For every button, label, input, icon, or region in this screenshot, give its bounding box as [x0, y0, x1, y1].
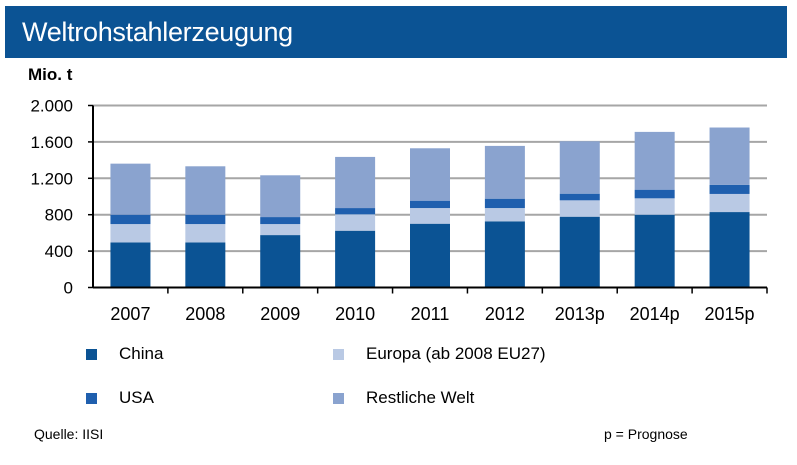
- bar-segment-restliche: [634, 131, 675, 190]
- legend-label: Europa (ab 2008 EU27): [366, 344, 546, 363]
- legend-item-restliche-welt: Restliche Welt: [333, 388, 474, 408]
- bar-segment-europa: [185, 224, 226, 243]
- bar-segment-europa: [110, 224, 151, 243]
- x-tick-label: 2012: [485, 304, 525, 324]
- x-tick-label: 2007: [110, 304, 150, 324]
- bar-segment-europa: [484, 208, 525, 222]
- bar-segment-usa: [185, 214, 226, 225]
- bar-segment-restliche: [335, 156, 376, 209]
- bar-segment-europa: [709, 193, 750, 213]
- bar-segment-usa: [110, 214, 151, 225]
- legend-label: China: [119, 344, 164, 363]
- bar-segment-china: [484, 221, 525, 288]
- x-tick-label: 2014p: [630, 304, 680, 324]
- bar-segment-europa: [260, 224, 301, 236]
- legend-swatch: [333, 392, 344, 404]
- y-tick-label: 0: [64, 279, 73, 298]
- bar-segment-europa: [559, 200, 600, 217]
- y-tick-label: 1.600: [30, 133, 73, 152]
- y-tick-label: 800: [45, 206, 73, 225]
- bar-segment-restliche: [484, 145, 525, 199]
- bar-segment-europa: [335, 214, 376, 231]
- x-tick-label: 2010: [335, 304, 375, 324]
- bar-segment-china: [110, 242, 151, 288]
- source-note: Quelle: IISI: [34, 426, 104, 442]
- legend-item-china: China: [86, 344, 163, 364]
- bar-segment-china: [410, 223, 450, 288]
- legend-label: Restliche Welt: [366, 388, 475, 407]
- bar-segment-china: [335, 230, 376, 288]
- prognose-note: p = Prognose: [604, 426, 688, 442]
- y-axis-unit: Mio. t: [28, 65, 73, 84]
- y-tick-label: 1.200: [30, 169, 73, 188]
- x-tick-label: 2015p: [705, 304, 755, 324]
- bar-segment-usa: [260, 217, 301, 225]
- title-bar: Weltrohstahlerzeugung: [5, 6, 787, 58]
- bar-segment-usa: [484, 198, 525, 209]
- legend-swatch: [86, 348, 97, 360]
- legend-swatch: [333, 348, 344, 360]
- bar-segment-china: [559, 216, 600, 288]
- bar-segment-usa: [709, 184, 750, 194]
- x-tick-label: 2009: [260, 304, 300, 324]
- bar-segment-europa: [634, 198, 675, 215]
- x-tick-label: 2008: [185, 304, 225, 324]
- bar-segment-restliche: [260, 175, 301, 218]
- bar-segment-china: [634, 214, 675, 288]
- bar-segment-restliche: [559, 141, 600, 194]
- legend-label: USA: [119, 388, 154, 407]
- bar-segment-usa: [559, 193, 600, 201]
- bar-segment-restliche: [410, 148, 450, 201]
- bar-segment-restliche: [709, 127, 750, 185]
- bar-segment-usa: [634, 189, 675, 199]
- chart-title: Weltrohstahlerzeugung: [22, 17, 293, 47]
- y-tick-label: 2.000: [30, 97, 73, 116]
- x-tick-label: 2011: [411, 304, 450, 324]
- bar-segment-restliche: [185, 166, 226, 215]
- bar-segment-china: [260, 235, 301, 288]
- legend-swatch: [86, 392, 97, 404]
- bar-segment-china: [709, 212, 750, 288]
- legend-item-europa: Europa (ab 2008 EU27): [333, 344, 546, 364]
- bar-segment-china: [185, 242, 226, 288]
- bar-segment-restliche: [110, 163, 151, 215]
- x-tick-label: 2013p: [555, 304, 605, 324]
- bar-segment-usa: [335, 208, 376, 215]
- legend-item-usa: USA: [86, 388, 154, 408]
- bar-segment-europa: [410, 208, 450, 224]
- y-tick-label: 400: [45, 242, 73, 261]
- bar-segment-usa: [410, 200, 450, 209]
